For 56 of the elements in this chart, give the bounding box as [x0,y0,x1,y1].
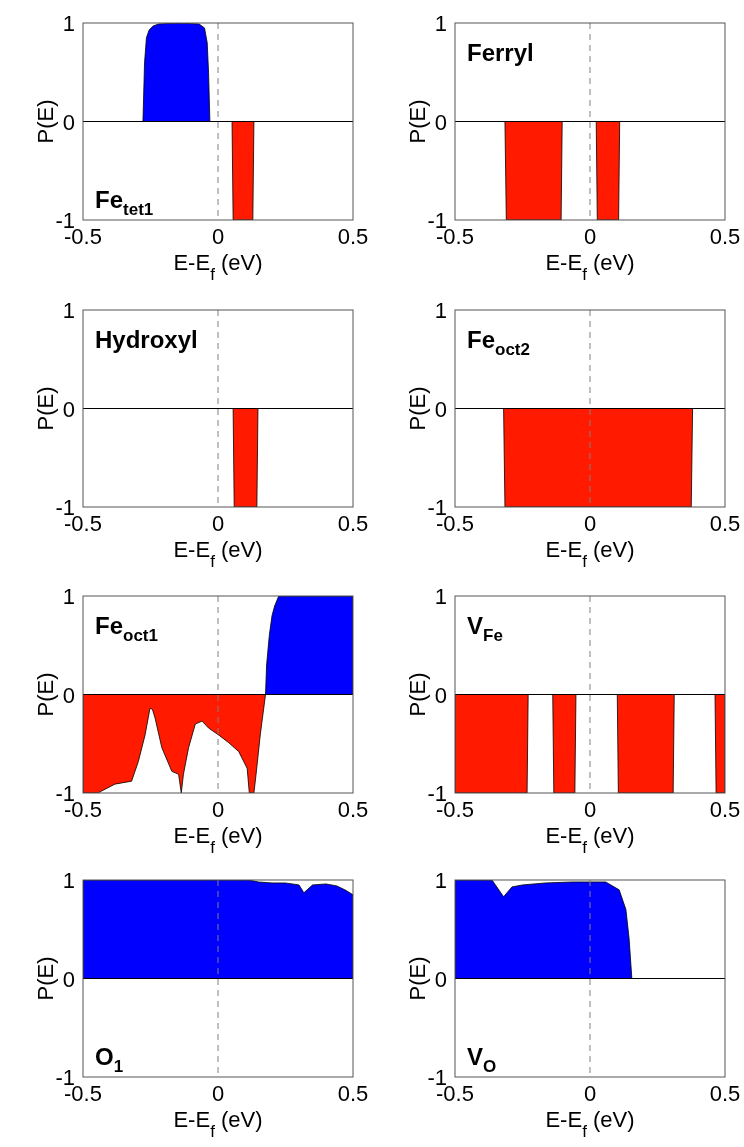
annotation: Ferryl [467,39,534,66]
x-tick-label: 0.5 [337,511,369,536]
x-tick-label: 0 [211,797,225,822]
x-axis-title: E-E$_{f}$ (eV) [545,250,635,284]
y-tick-label: 0 [62,109,75,135]
y-axis-title: P(E) [405,672,430,717]
x-axis-title: E-E$_{f}$ (eV) [173,250,263,284]
y-tick-label: 0 [434,109,447,135]
y-tick-label: 1 [62,11,75,36]
x-tick-label: 0.5 [709,224,741,249]
x-axis-title: E-E$_{f}$ (eV) [545,823,635,857]
annotation: Hydroxyl [95,326,198,353]
x-axis-title: E-E$_{f}$ (eV) [173,537,263,571]
y-axis-title: P(E) [33,956,58,1001]
x-tick-label: 0.5 [337,797,369,822]
y-tick-label: 1 [434,868,447,893]
y-axis-title: P(E) [405,386,430,431]
annotation: V$_{O}$ [467,1043,497,1076]
y-axis-title: P(E) [405,99,430,144]
y-axis-title: P(E) [405,956,430,1001]
x-tick-label: 0 [583,511,597,536]
x-axis-title: E-E$_{f}$ (eV) [173,1107,263,1141]
annotation: Fe$_{tet1}$ [95,186,154,219]
x-tick-label: 0.5 [337,224,369,249]
y-tick-label: 0 [434,966,447,992]
x-axis-title: E-E$_{f}$ (eV) [545,537,635,571]
y-axis-title: P(E) [33,386,58,431]
y-tick-label: 1 [434,11,447,36]
annotation: Fe$_{oct2}$ [467,326,530,359]
y-tick-label: 0 [434,396,447,422]
x-tick-label: 0.5 [709,511,741,536]
x-tick-label: 0 [211,224,225,249]
y-tick-label: 1 [62,298,75,323]
x-tick-label: 0 [211,511,225,536]
y-axis-title: P(E) [33,672,58,717]
x-axis-title: E-E$_{f}$ (eV) [545,1107,635,1141]
y-tick-label: 1 [62,868,75,893]
y-axis-title: P(E) [33,99,58,144]
y-tick-label: 1 [434,584,447,609]
x-tick-label: 0 [583,224,597,249]
y-tick-label: 0 [62,682,75,708]
x-tick-label: 0 [583,1081,597,1106]
x-tick-label: 0.5 [709,797,741,822]
annotation: Fe$_{oct1}$ [95,612,158,645]
y-tick-label: 0 [62,396,75,422]
x-axis-title: E-E$_{f}$ (eV) [173,823,263,857]
y-tick-label: 0 [62,966,75,992]
annotation: V$_{Fe}$ [467,612,503,645]
y-tick-label: 0 [434,682,447,708]
y-tick-label: 1 [62,584,75,609]
annotation: O$_{1}$ [95,1043,124,1076]
x-tick-label: 0 [583,797,597,822]
x-tick-label: 0 [211,1081,225,1106]
x-tick-label: 0.5 [709,1081,741,1106]
x-tick-label: 0.5 [337,1081,369,1106]
y-tick-label: 1 [434,298,447,323]
